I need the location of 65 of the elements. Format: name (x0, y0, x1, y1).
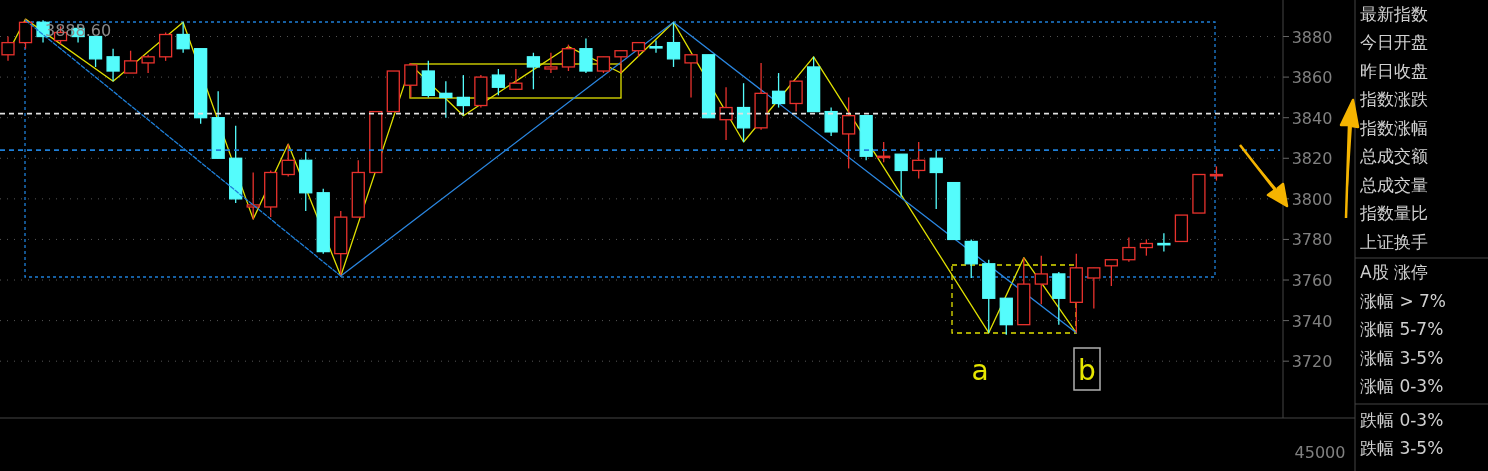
y-tick-label: 3800 (1291, 189, 1333, 209)
text: 总成交额 (1359, 146, 1428, 166)
text: 指数涨幅 (1359, 118, 1428, 138)
candlestick (123, 50, 138, 74)
candlestick (141, 54, 155, 74)
candlestick (1122, 236, 1136, 263)
text: 总成交量 (1359, 175, 1428, 195)
candlestick (439, 80, 453, 119)
candlestick (771, 72, 786, 109)
candlestick (824, 106, 838, 137)
y-tick-label: 3880 (1291, 27, 1333, 47)
y-tick-label: 3840 (1291, 108, 1333, 128)
candlestick (456, 74, 470, 117)
text: 跌幅 0-3% (1360, 410, 1444, 430)
text: 跌幅 3-5% (1360, 438, 1444, 458)
candlestick (789, 80, 803, 113)
candlestick (491, 68, 506, 97)
y-tick-label: 3860 (1291, 68, 1333, 88)
candlestick (842, 96, 856, 170)
y-tick-label: 3720 (1291, 352, 1333, 372)
candlestick (912, 141, 926, 180)
text: 涨幅 > 7% (1360, 291, 1447, 311)
candlestick (18, 18, 33, 50)
candlestick (158, 31, 173, 62)
candlestick (544, 52, 558, 74)
annotation: b (1078, 354, 1096, 387)
y-tick-label: 3820 (1291, 149, 1333, 169)
text: 指数量比 (1359, 203, 1428, 223)
text: 涨幅 5-7% (1360, 319, 1444, 339)
candlestick (719, 86, 733, 141)
candlestick (894, 153, 908, 198)
text: 上证换手 (1360, 232, 1428, 252)
candlestick (1, 35, 15, 62)
candlestick (281, 143, 295, 178)
candlestick (736, 82, 751, 143)
text: 指数涨跌 (1359, 89, 1428, 109)
y-tick-label: 3740 (1291, 311, 1333, 331)
text: 最新指数 (1360, 4, 1428, 24)
candlestick (246, 171, 260, 220)
candlestick (88, 35, 103, 68)
candlestick (684, 54, 698, 99)
candlestick (561, 43, 576, 72)
y-tick-label: 3780 (1291, 230, 1333, 250)
y-tick-label: 3760 (1291, 271, 1333, 291)
candlestick (1104, 259, 1118, 287)
candlestick (176, 21, 190, 54)
candlestick (964, 238, 978, 279)
annotation: a (971, 354, 989, 387)
text: 45000 (1294, 443, 1346, 462)
candlestick (404, 62, 418, 99)
candlestick (649, 39, 663, 54)
candlestick (106, 48, 120, 82)
text: 今日开盘 (1360, 32, 1428, 52)
candlestick (1034, 255, 1048, 306)
candlestick (1087, 267, 1101, 310)
text: A股 涨停 (1360, 262, 1429, 282)
candlestick (526, 52, 541, 90)
candlestick (509, 68, 523, 90)
text: 昨日收盘 (1360, 61, 1428, 81)
text: 涨幅 0-3% (1360, 376, 1444, 396)
candlestick (579, 37, 593, 74)
candlestick (666, 21, 681, 68)
candlestick (929, 149, 943, 210)
text: 涨幅 3-5% (1360, 348, 1444, 368)
candlestick (614, 50, 628, 74)
